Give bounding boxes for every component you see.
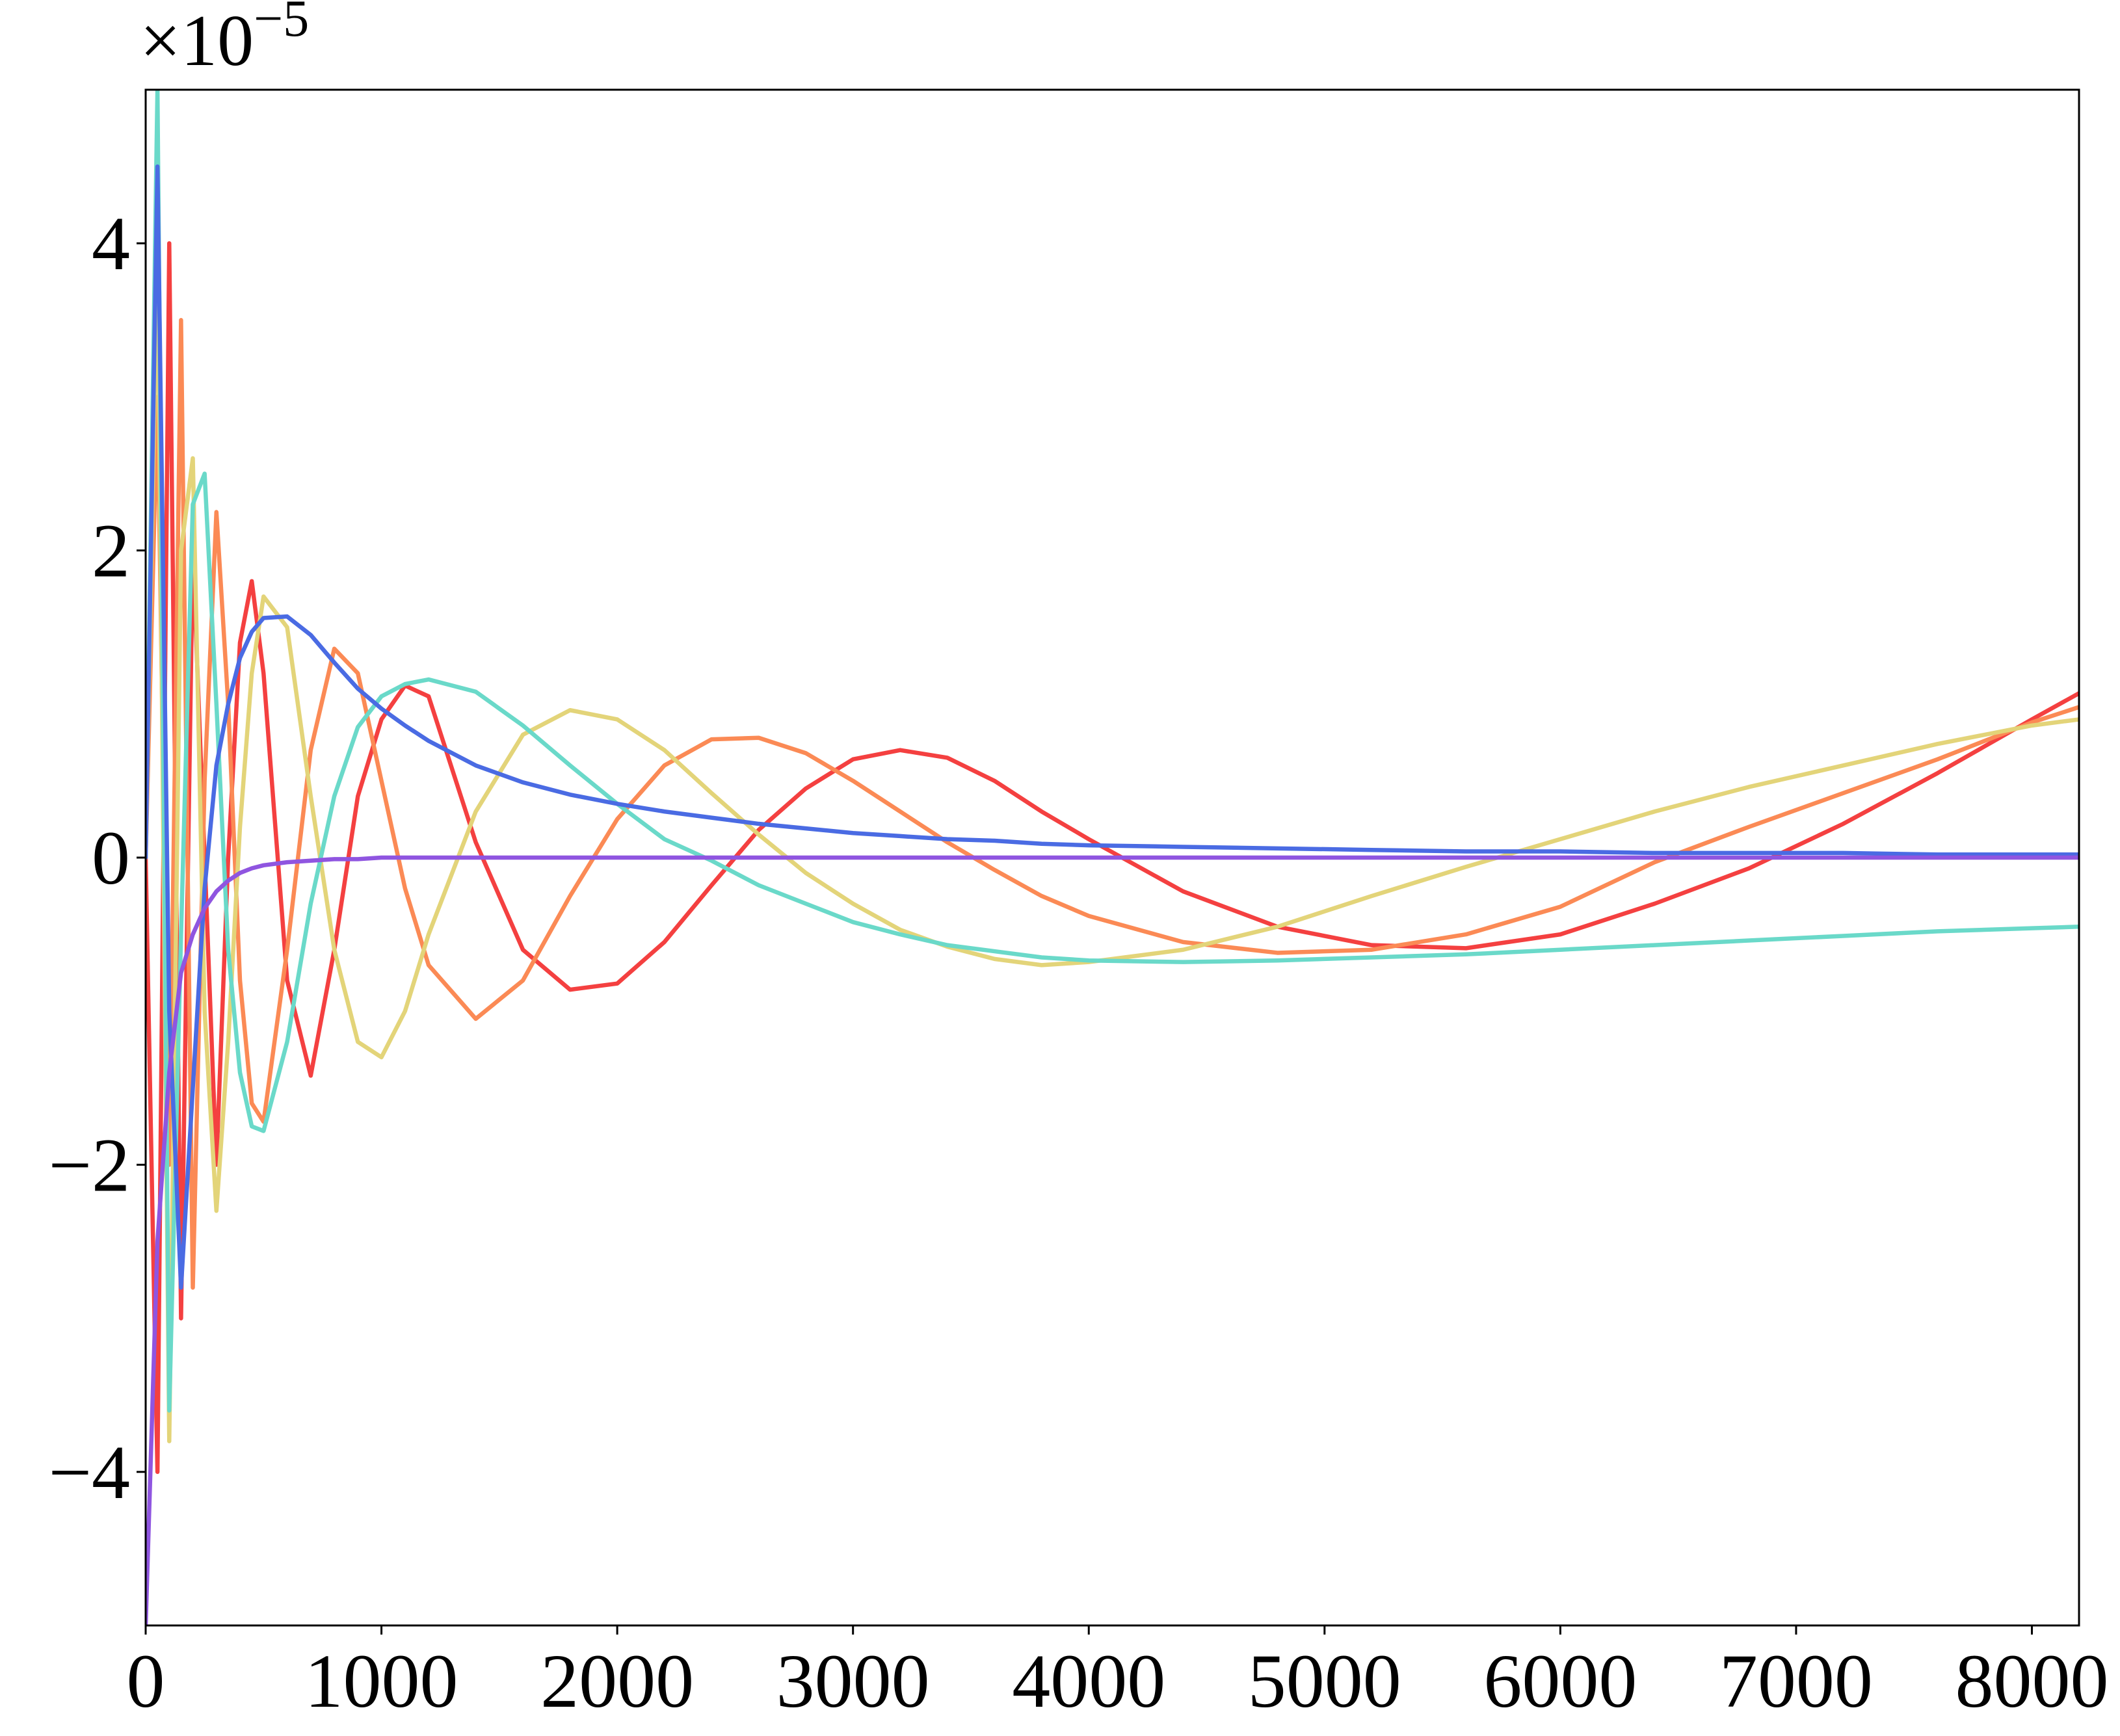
series-line [146, 241, 2079, 1443]
x-tick-label: 7000 [1719, 1638, 1873, 1724]
x-tick-label: 2000 [540, 1638, 694, 1724]
y-tick-label: 2 [92, 508, 130, 594]
plot-lines [146, 90, 2079, 1625]
x-tick-label: 6000 [1483, 1638, 1637, 1724]
x-tick-label: 1000 [305, 1638, 458, 1724]
y-multiplier-base: ×10 [140, 1, 254, 81]
series-line [146, 164, 2079, 1290]
x-tick-label: 8000 [1955, 1638, 2108, 1724]
x-tick-label: 3000 [776, 1638, 930, 1724]
y-multiplier-exponent: −5 [254, 0, 309, 47]
y-tick-label: 0 [92, 815, 130, 901]
y-tick-label: 4 [92, 201, 130, 286]
series-line [146, 855, 2079, 1625]
x-tick-label: 0 [127, 1638, 165, 1724]
series-line [146, 241, 2079, 1475]
x-tick-label: 4000 [1012, 1638, 1165, 1724]
y-tick-label: −2 [48, 1122, 130, 1207]
x-tick-label: 5000 [1248, 1638, 1401, 1724]
y-multiplier: ×10−5 [140, 0, 309, 81]
y-tick-label: −4 [48, 1430, 130, 1515]
